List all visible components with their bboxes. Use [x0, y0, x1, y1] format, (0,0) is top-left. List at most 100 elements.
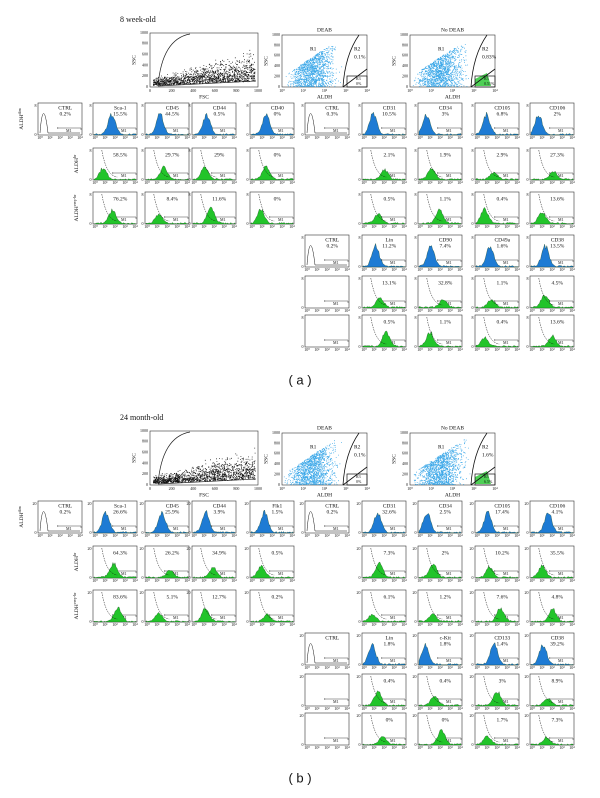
- hist-fill: [362, 242, 406, 268]
- hist-x-tick: 10³: [447, 308, 453, 313]
- hist-x-tick: 10⁴: [457, 665, 463, 670]
- gate-label: M1: [121, 526, 127, 531]
- hist-ctrl-dashed: [200, 149, 217, 178]
- y-tick-label: 600: [142, 52, 148, 57]
- hist-x-tick: 10²: [549, 622, 555, 627]
- hist-x-tick: 10¹: [427, 308, 433, 313]
- hist-y-tick: 0: [302, 344, 304, 349]
- hist-x-tick: 10⁴: [457, 622, 463, 627]
- hist-y-tick: 0: [35, 530, 37, 535]
- hist-y-tick: 8: [527, 148, 529, 153]
- hist-ctrl-dashed: [538, 547, 555, 576]
- hist-y-tick: 0: [359, 742, 361, 747]
- hist-pct: 13.6%: [550, 196, 565, 202]
- hist-x-tick: 10¹: [539, 622, 545, 627]
- hist-pct: 0.2%: [60, 111, 72, 117]
- hist-pct: 1.5%: [272, 509, 284, 515]
- hist-y-tick: 20: [470, 674, 474, 679]
- hist-x-tick: 10²: [211, 578, 217, 583]
- hist-x-tick: 10³: [447, 347, 453, 352]
- hist-x-tick: 10⁴: [132, 180, 138, 185]
- hist-y-tick: 0: [527, 575, 529, 580]
- histogram-frame: [474, 275, 520, 309]
- hist-pct: 7.3%: [552, 717, 564, 723]
- hist-x-tick: 10⁰: [529, 347, 535, 352]
- hist-pct: 10.2%: [495, 550, 510, 556]
- hist-x-tick: 10⁰: [529, 706, 535, 711]
- hist-pct: 0.4%: [497, 319, 509, 325]
- hist-x-tick: 10⁴: [457, 578, 463, 583]
- gate-label: M1: [121, 173, 127, 178]
- hist-y-tick: 8: [142, 103, 144, 108]
- hist-ctrl-dashed: [426, 547, 443, 576]
- gate-label: M1: [173, 128, 179, 133]
- histogram-frame: [304, 102, 350, 136]
- hist-fill: [475, 565, 519, 579]
- hist-x-tick: 10³: [447, 665, 453, 670]
- hist-x-tick: 10⁴: [457, 347, 463, 352]
- hist-ctrl-dashed: [153, 193, 170, 222]
- hist-x-tick: 10¹: [154, 533, 160, 538]
- hist-ctrl-dashed: [426, 714, 443, 743]
- r2-label: R2: [354, 444, 361, 450]
- hist-x-tick: 10⁰: [191, 578, 197, 583]
- hist-x-tick: 10⁴: [569, 180, 575, 185]
- hist-x-tick: 10¹: [539, 180, 545, 185]
- gate-bracket: [324, 300, 349, 303]
- histogram-frame: [529, 712, 575, 746]
- hist-y-tick: 0: [302, 305, 304, 310]
- y-tick-label: 800: [402, 440, 408, 445]
- gate-label: M1: [503, 340, 509, 345]
- hist-x-tick: 10⁰: [92, 622, 98, 627]
- gate-label: M1: [558, 571, 564, 576]
- hist-y-tick: 0: [189, 132, 191, 137]
- gate-label: M1: [121, 217, 127, 222]
- hist-pct: 25.9%: [165, 509, 180, 515]
- r1-label: R1: [438, 46, 445, 52]
- hist-fill: [192, 510, 236, 534]
- hist-x-tick: 10¹: [539, 308, 545, 313]
- hist-x-tick: 10⁰: [144, 622, 150, 627]
- hist-x-tick: 10⁴: [514, 180, 520, 185]
- y-tick-label: 0: [146, 482, 148, 487]
- hist-label: Sca-1: [114, 503, 127, 509]
- hist-fill: [362, 512, 406, 534]
- histogram-frame: [474, 545, 520, 579]
- hist-y-tick: 8: [359, 315, 361, 320]
- hist-pct: 34.9%: [212, 550, 227, 556]
- hist-x-tick: 10³: [391, 180, 397, 185]
- hist-y-tick: 8: [472, 192, 474, 197]
- hist-ctrl-dashed: [370, 714, 387, 743]
- gate-label: M1: [173, 217, 179, 222]
- hist-y-tick: 0: [189, 619, 191, 624]
- hist-pct: 15.5%: [113, 111, 128, 117]
- gate-label: M1: [390, 128, 396, 133]
- hist-x-tick: 10⁴: [401, 578, 407, 583]
- hist-x-tick: 10³: [122, 533, 128, 538]
- hist-y-tick: 0: [142, 575, 144, 580]
- x-tick-label: 10³: [343, 88, 349, 93]
- gate-label: M1: [278, 217, 284, 222]
- hist-x-tick: 10⁰: [417, 267, 423, 272]
- gate-bracket: [164, 570, 189, 573]
- r1-label: R1: [310, 46, 317, 52]
- x-tick-label: 200: [169, 486, 175, 491]
- hist-fill: [192, 166, 236, 181]
- hist-x-tick: 10⁴: [289, 622, 295, 627]
- x-axis-label: ALDH: [317, 94, 332, 100]
- r3-pct: 0.51%: [484, 81, 495, 86]
- hist-pct: 0%: [274, 152, 282, 158]
- hist-fill: [418, 167, 462, 181]
- histogram-frame: [529, 275, 575, 309]
- hist-y-tick: 0: [302, 742, 304, 747]
- scatter-dots: [153, 447, 256, 484]
- hist-x-tick: 10⁰: [304, 665, 310, 670]
- hist-y-tick: 0: [472, 221, 474, 226]
- gate-label: M1: [220, 526, 226, 531]
- gate-label: M1: [558, 738, 564, 743]
- histogram-frame: [474, 234, 520, 268]
- hist-fill: [530, 608, 574, 623]
- hist-label: CD106: [549, 105, 565, 111]
- hist-x-tick: 10⁴: [132, 224, 138, 229]
- hist-x-tick: 10²: [324, 135, 330, 140]
